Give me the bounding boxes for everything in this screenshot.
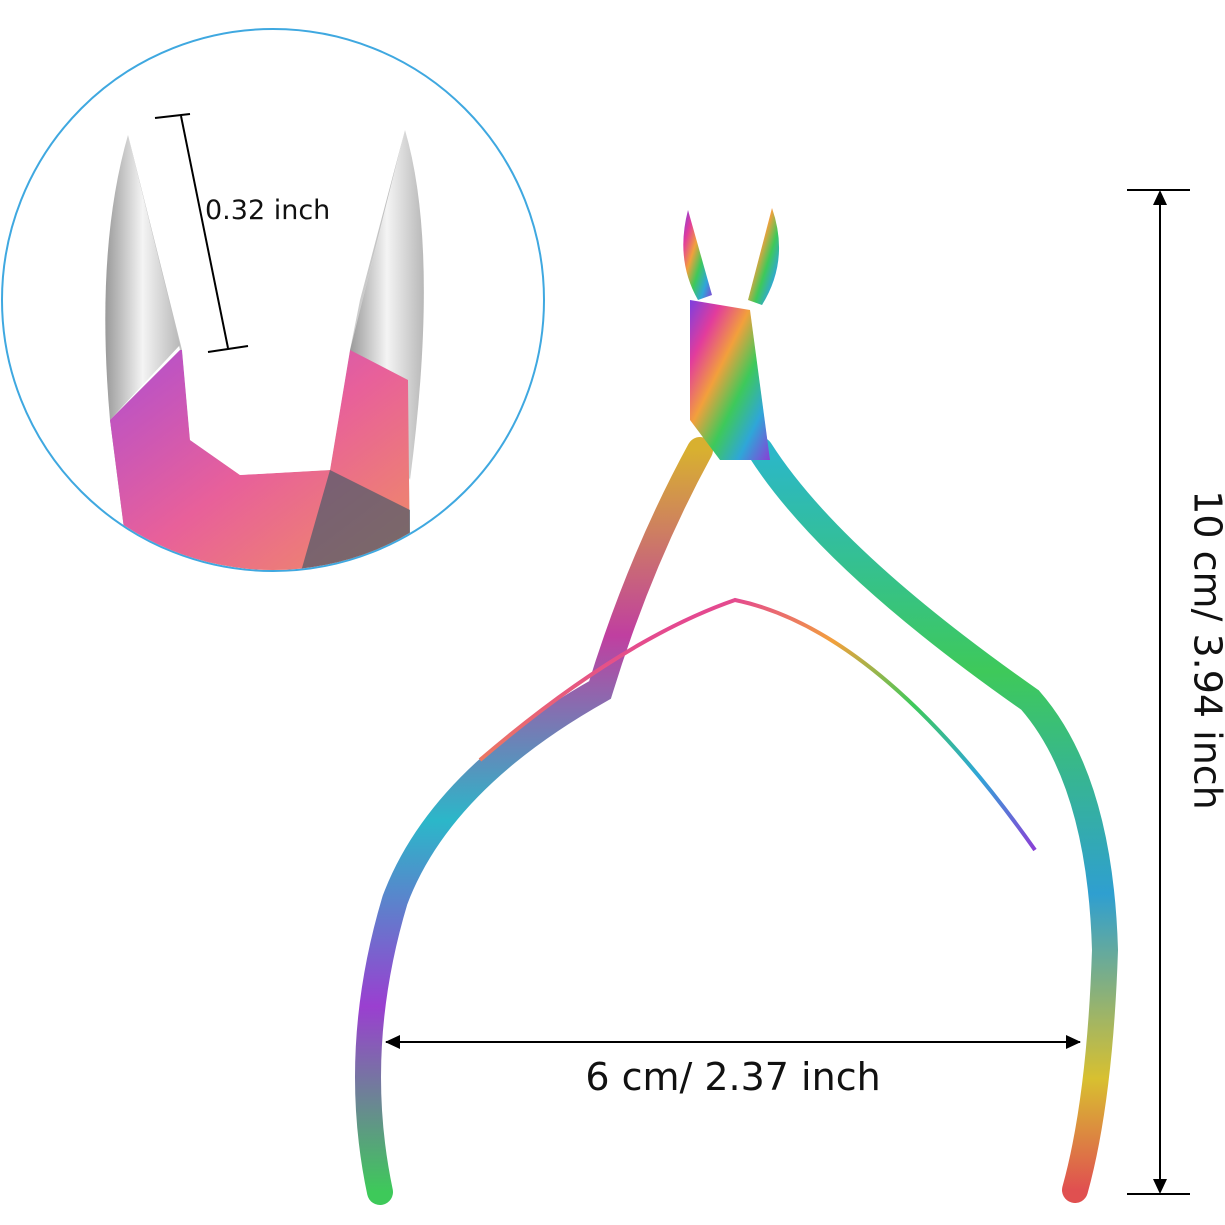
spring (478, 597, 1037, 852)
width-dimension: 6 cm/ 2.37 inch (385, 1035, 1081, 1099)
height-label: 10 cm/ 3.94 inch (1186, 490, 1225, 810)
nipper (355, 208, 1119, 1205)
width-label: 6 cm/ 2.37 inch (585, 1055, 880, 1099)
right-handle (747, 437, 1119, 1203)
joint (690, 300, 770, 460)
left-jaw (683, 210, 712, 300)
jaw-opening-label: 0.32 inch (205, 195, 330, 226)
left-blade (105, 135, 180, 420)
measure-tick (154, 113, 191, 119)
measure-line (180, 115, 229, 349)
jaw-gap (182, 325, 350, 475)
left-handle (355, 437, 713, 1205)
height-dimension: 10 cm/ 3.94 inch (1127, 189, 1225, 1195)
measure-tick (207, 345, 249, 353)
right-jaw (748, 208, 780, 305)
inset: 0.32 inch (1, 28, 545, 572)
